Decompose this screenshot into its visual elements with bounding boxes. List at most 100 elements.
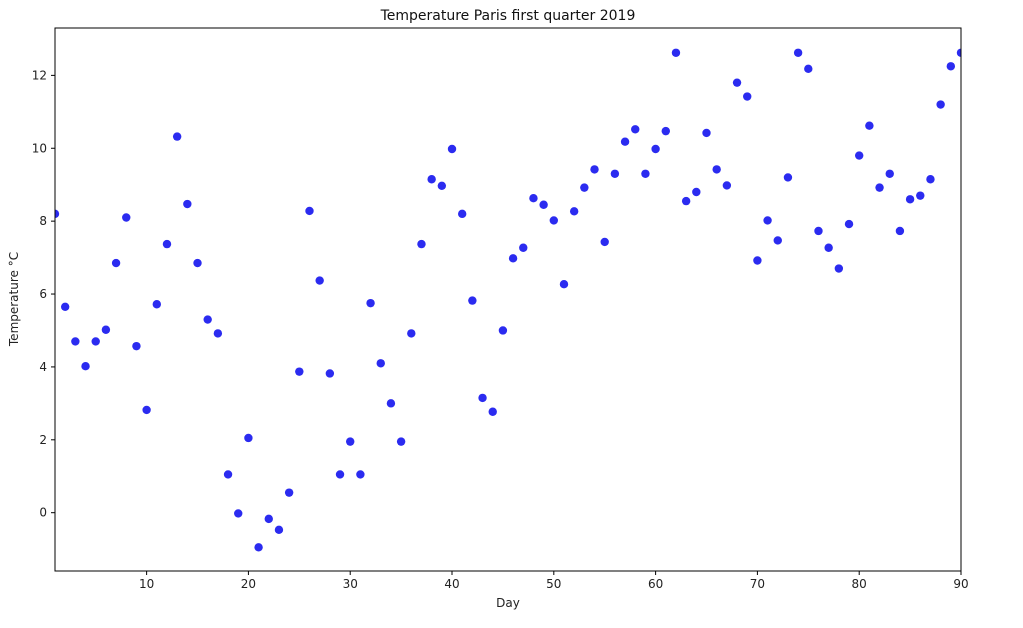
x-tick-label: 50 xyxy=(546,577,561,591)
data-point xyxy=(284,488,294,497)
data-point xyxy=(468,296,477,305)
data-point xyxy=(366,298,375,308)
y-tick-label: 6 xyxy=(39,287,47,301)
data-point xyxy=(855,151,864,160)
data-point xyxy=(172,132,182,141)
y-tick-label: 10 xyxy=(32,141,47,155)
data-point xyxy=(122,213,131,222)
data-point xyxy=(437,181,447,190)
data-point xyxy=(315,276,324,285)
data-point xyxy=(539,200,548,209)
data-point xyxy=(865,121,874,130)
data-point xyxy=(498,326,508,335)
data-point xyxy=(651,144,660,154)
data-point xyxy=(457,209,467,219)
data-point xyxy=(101,325,111,334)
data-point xyxy=(447,144,457,154)
x-axis-label: Day xyxy=(496,596,520,610)
data-point xyxy=(152,300,161,309)
y-tick-label: 12 xyxy=(32,68,47,82)
data-point xyxy=(254,543,263,552)
data-point xyxy=(549,216,559,225)
data-point xyxy=(946,62,956,71)
data-point xyxy=(793,48,803,57)
data-point xyxy=(895,226,905,236)
data-point xyxy=(956,48,961,57)
data-point xyxy=(610,169,620,178)
data-point xyxy=(875,183,884,192)
x-tick-label: 40 xyxy=(444,577,459,591)
data-point xyxy=(305,206,314,216)
y-axis: 0 2 4 6 8 10 12 xyxy=(32,68,55,520)
data-point xyxy=(193,258,202,268)
data-point xyxy=(183,199,192,209)
data-point xyxy=(600,237,609,247)
data-point xyxy=(356,470,365,479)
x-tick-label: 80 xyxy=(852,577,867,591)
data-point xyxy=(71,337,80,346)
data-point xyxy=(91,337,100,346)
data-point xyxy=(295,367,304,376)
data-point xyxy=(407,329,416,338)
data-point xyxy=(81,361,90,371)
data-point xyxy=(386,399,396,408)
data-point xyxy=(641,169,650,178)
data-point xyxy=(671,48,681,57)
data-point xyxy=(346,437,355,446)
x-tick-label: 60 xyxy=(648,577,663,591)
data-point xyxy=(722,181,732,190)
data-point xyxy=(804,64,813,74)
data-point xyxy=(824,243,833,252)
y-tick-label: 4 xyxy=(39,360,47,374)
data-point xyxy=(478,393,487,403)
data-point xyxy=(885,169,894,178)
data-point xyxy=(162,239,172,249)
data-point xyxy=(732,78,742,87)
data-point xyxy=(111,258,121,268)
x-tick-label: 70 xyxy=(750,577,765,591)
data-point xyxy=(223,470,233,479)
data-point xyxy=(508,254,518,263)
data-point xyxy=(132,341,141,351)
data-point xyxy=(681,196,691,206)
data-point xyxy=(916,191,925,200)
chart-title: Temperature Paris first quarter 2019 xyxy=(380,8,636,24)
data-point xyxy=(712,165,721,174)
data-point xyxy=(60,302,70,311)
y-tick-label: 2 xyxy=(39,433,47,447)
data-point xyxy=(488,407,497,416)
data-point xyxy=(936,100,945,109)
data-point xyxy=(274,525,284,535)
data-point xyxy=(335,470,345,479)
data-point xyxy=(661,126,670,136)
data-point xyxy=(213,329,223,338)
data-point xyxy=(631,125,640,134)
data-point xyxy=(702,128,711,138)
data-point xyxy=(926,175,935,184)
x-tick-label: 90 xyxy=(953,577,968,591)
data-point xyxy=(376,359,385,368)
data-point xyxy=(763,216,772,225)
data-point xyxy=(203,315,212,324)
x-tick-label: 20 xyxy=(241,577,256,591)
data-point xyxy=(325,369,335,378)
data-point xyxy=(753,256,762,265)
data-point xyxy=(569,207,579,216)
data-point xyxy=(834,264,844,273)
data-point xyxy=(142,405,151,415)
data-point xyxy=(417,239,426,249)
y-tick-label: 0 xyxy=(39,506,47,520)
data-point xyxy=(590,165,599,174)
y-axis-label: Temperature °C xyxy=(7,252,21,347)
data-point xyxy=(783,173,793,182)
data-points xyxy=(55,48,961,552)
data-point xyxy=(529,193,538,203)
y-tick-label: 8 xyxy=(39,214,47,228)
data-point xyxy=(905,195,915,204)
data-point xyxy=(773,236,782,245)
data-point xyxy=(244,433,253,443)
data-point xyxy=(743,92,752,101)
data-point xyxy=(427,175,436,184)
data-point xyxy=(396,437,406,446)
